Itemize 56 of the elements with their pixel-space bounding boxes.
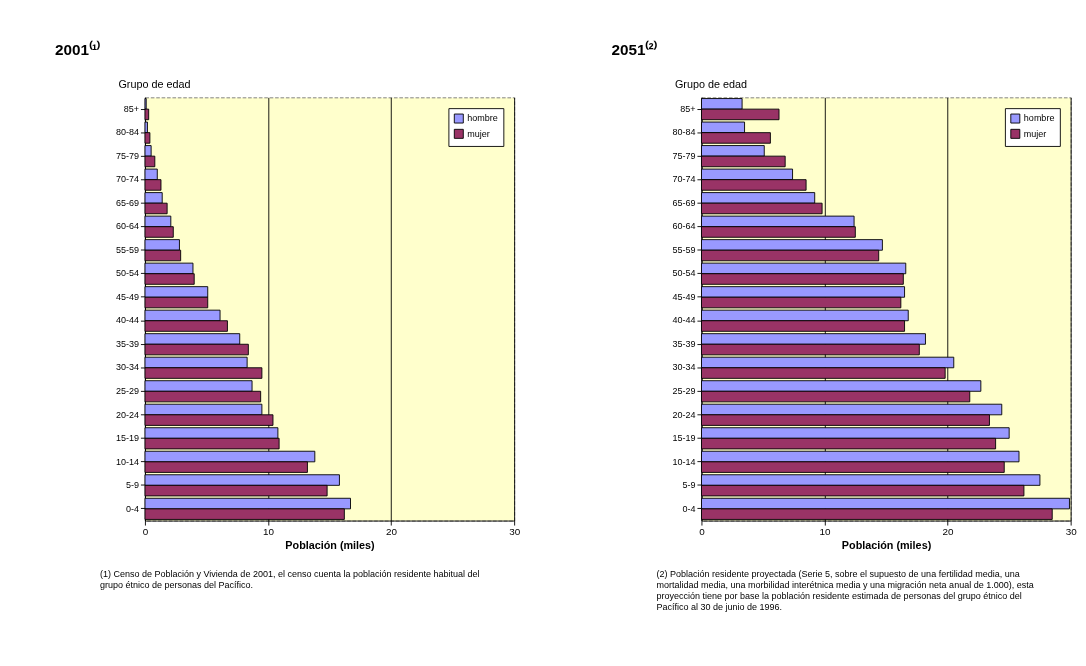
y-tick-label: 10-14 xyxy=(672,456,696,467)
x-axis-title: Población (miles) xyxy=(841,538,932,551)
y-tick-label: 55-59 xyxy=(116,244,140,255)
y-tick-label: 10-14 xyxy=(116,456,140,467)
y-tick-label: 20-24 xyxy=(116,409,140,420)
y-tick-label: 35-39 xyxy=(672,338,696,349)
legend-label: mujer xyxy=(467,128,490,139)
y-tick-label: 65-69 xyxy=(116,197,140,208)
y-tick-label: 80-84 xyxy=(116,127,140,138)
y-tick-label: 40-44 xyxy=(116,315,140,326)
y-tick-label: 45-49 xyxy=(672,291,696,302)
y-tick-label: 65-69 xyxy=(672,197,696,208)
y-tick-label: 30-34 xyxy=(672,362,696,373)
y-tick-label: 35-39 xyxy=(116,338,140,349)
y-tick-label: 50-54 xyxy=(116,268,140,279)
y-tick-label: 0-4 xyxy=(682,503,696,514)
x-tick-label: 30 xyxy=(1065,526,1078,538)
y-tick-label: 70-74 xyxy=(116,174,140,185)
y-tick-label: 40-44 xyxy=(672,315,696,326)
y-tick-label: 75-79 xyxy=(672,150,696,161)
x-tick-label: 20 xyxy=(386,526,398,538)
y-tick-label: 85+ xyxy=(123,103,140,114)
y-tick-label: 25-29 xyxy=(672,385,696,396)
y-tick-label: 80-84 xyxy=(672,127,696,138)
y-tick-label: 70-74 xyxy=(672,174,696,185)
y-axis-title: Grupo de edad xyxy=(674,77,747,90)
y-tick-label: 60-64 xyxy=(672,221,696,232)
x-tick-label: 0 xyxy=(142,526,149,538)
y-tick-label: 5-9 xyxy=(126,480,140,491)
x-tick-label: 30 xyxy=(509,526,521,538)
legend-label: mujer xyxy=(1023,128,1047,139)
chart-title: 2051⁽²⁾ xyxy=(611,40,657,59)
x-tick-label: 10 xyxy=(262,526,275,538)
y-tick-label: 75-79 xyxy=(116,150,140,161)
y-tick-label: 30-34 xyxy=(116,362,140,373)
legend-label: hombre xyxy=(1023,113,1055,124)
text: (2) Población residente proyectada (Serie 5, sobre el supuesto de una fertilidad media, una mortalidad media, una morbilidad interétnica media y una migración neta anual de 1.000), esta proyección tiene por base la población residente estimada de personas del grupo étnico del Pacífico al 30 de junio de 1996. xyxy=(656,569,1034,612)
y-tick-label: 45-49 xyxy=(116,291,140,302)
y-tick-label: 85+ xyxy=(680,103,696,114)
y-tick-label: 50-54 xyxy=(672,268,696,279)
x-tick-label: 20 xyxy=(942,526,955,538)
y-tick-label: 15-19 xyxy=(672,433,696,444)
x-tick-label: 10 xyxy=(819,526,831,538)
y-tick-label: 15-19 xyxy=(116,433,140,444)
legend-label: hombre xyxy=(467,113,498,124)
text: (1) Censo de Población y Vivienda de 2001, el censo cuenta la población residente habitual del grupo étnico de personas del Pacífico. xyxy=(99,569,480,591)
y-tick-label: 55-59 xyxy=(672,244,696,255)
x-axis-title: Población (miles) xyxy=(285,538,376,551)
y-tick-label: 20-24 xyxy=(672,409,696,420)
y-tick-label: 0-4 xyxy=(126,503,140,514)
x-tick-label: 0 xyxy=(699,526,706,538)
chart-title: 2001⁽¹⁾ xyxy=(54,40,101,59)
y-tick-label: 25-29 xyxy=(116,385,140,396)
y-axis-title: Grupo de edad xyxy=(118,77,191,90)
y-tick-label: 60-64 xyxy=(116,221,140,232)
y-tick-label: 5-9 xyxy=(682,480,696,491)
